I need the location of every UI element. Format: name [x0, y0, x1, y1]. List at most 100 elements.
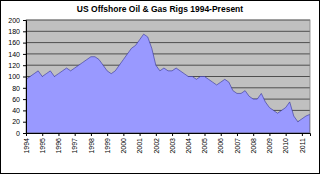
grid-line: [26, 53, 310, 54]
x-tick-mark: [156, 133, 157, 136]
x-tick-mark: [91, 133, 92, 136]
y-tick-mark: [23, 88, 26, 89]
x-tick: 2011: [299, 133, 306, 153]
x-tick: 2001: [136, 133, 143, 154]
y-tick-mark: [23, 31, 26, 32]
x-tick-mark: [26, 133, 27, 136]
chart: US Offshore Oil & Gas Rigs 1994-Present 0…: [0, 0, 320, 174]
y-tick-mark: [23, 99, 26, 100]
y-tick-label: 180: [8, 28, 20, 35]
grid-line: [26, 31, 310, 32]
x-tick: 2009: [266, 133, 273, 154]
x-tick-label: 2008: [250, 138, 257, 154]
x-axis-line: [27, 134, 311, 137]
y-tick: 20: [12, 118, 26, 125]
y-tick: 0: [16, 130, 26, 137]
y-tick-mark: [23, 20, 26, 21]
x-tick-label: 1994: [23, 138, 30, 154]
grid-line: [26, 42, 310, 43]
x-tick: 2006: [217, 133, 224, 154]
x-tick-mark: [75, 133, 76, 136]
x-tick: 2000: [120, 133, 127, 154]
y-tick-label: 140: [8, 51, 20, 58]
y-tick-label: 100: [8, 73, 20, 80]
x-tick: 2004: [185, 133, 192, 154]
y-tick-label: 200: [8, 17, 20, 24]
x-tick-label: 2006: [217, 138, 224, 154]
x-tick-mark: [221, 133, 222, 136]
y-tick-mark: [23, 110, 26, 111]
x-tick-mark: [253, 133, 254, 136]
x-tick: 1997: [71, 133, 78, 154]
x-tick: 1994: [23, 133, 30, 154]
y-tick-label: 120: [8, 62, 20, 69]
marks: [26, 34, 310, 133]
y-axis-line: [23, 21, 27, 134]
x-tick-label: 1997: [71, 138, 78, 154]
y-axis: 0 20 40 60 80 100 120 140 160 180 200: [8, 17, 26, 137]
y-tick-label: 160: [8, 39, 20, 46]
x-tick-label: 2011: [299, 138, 306, 153]
x-tick-mark: [140, 133, 141, 136]
y-tick-label: 60: [12, 96, 20, 103]
x-tick-mark: [269, 133, 270, 136]
y-tick: 200: [8, 17, 26, 24]
x-tick-label: 2001: [136, 138, 143, 154]
y-tick: 40: [12, 107, 26, 114]
x-tick-mark: [107, 133, 108, 136]
y-tick: 140: [8, 51, 26, 58]
x-tick-mark: [302, 133, 303, 136]
y-tick-label: 40: [12, 107, 20, 114]
plot-frame: [26, 20, 310, 133]
x-tick: 1996: [55, 133, 62, 154]
y-tick: 160: [8, 39, 26, 46]
y-tick: 120: [8, 62, 26, 69]
x-tick-label: 1996: [55, 138, 62, 154]
x-tick: 2007: [234, 133, 241, 154]
x-tick-mark: [123, 133, 124, 136]
y-tick-mark: [23, 54, 26, 55]
x-tick: 1999: [104, 133, 111, 154]
x-tick: 2008: [250, 133, 257, 154]
x-tick: 1995: [39, 133, 46, 154]
x-tick-mark: [172, 133, 173, 136]
x-tick: 2005: [201, 133, 208, 154]
y-tick: 180: [8, 28, 26, 35]
x-tick-label: 1998: [88, 138, 95, 154]
x-tick-label: 2005: [201, 138, 208, 154]
y-tick: 60: [12, 96, 26, 103]
x-tick-label: 2002: [153, 138, 160, 154]
y-tick-mark: [23, 122, 26, 123]
y-tick: 100: [8, 73, 26, 80]
y-tick: 80: [12, 85, 26, 92]
x-axis: 1994 1995 1996 1997 1998 1999 2000 2001 2002 2003…: [23, 133, 311, 154]
title: US Offshore Oil & Gas Rigs 1994-Present: [77, 4, 243, 14]
y-tick-label: 20: [12, 118, 20, 125]
x-tick-label: 2004: [185, 138, 192, 154]
x-tick-mark: [188, 133, 189, 136]
x-tick-label: 1995: [39, 138, 46, 154]
y-tick-mark: [23, 43, 26, 44]
y-tick-mark: [23, 77, 26, 78]
x-tick-mark: [42, 133, 43, 136]
chart-border: [1, 1, 320, 174]
x-tick-label: 1999: [104, 138, 111, 154]
plot-background: [26, 20, 310, 133]
x-tick-mark: [205, 133, 206, 136]
x-tick-label: 2009: [266, 138, 273, 154]
x-tick-label: 2000: [120, 138, 127, 154]
x-tick-label: 2003: [169, 138, 176, 154]
x-tick-label: 2010: [282, 138, 289, 154]
y-tick-mark: [23, 133, 26, 134]
x-tick-mark: [237, 133, 238, 136]
area: [26, 34, 310, 133]
x-tick: 2003: [169, 133, 176, 154]
x-tick-label: 2007: [234, 138, 241, 154]
x-tick-mark: [286, 133, 287, 136]
plot: 0204060801001201401601802001994199519961…: [8, 17, 310, 154]
x-tick: 2010: [282, 133, 289, 154]
x-tick-mark: [58, 133, 59, 136]
y-tick-mark: [23, 65, 26, 66]
x-tick: 1998: [88, 133, 95, 154]
y-tick-label: 0: [16, 130, 20, 137]
